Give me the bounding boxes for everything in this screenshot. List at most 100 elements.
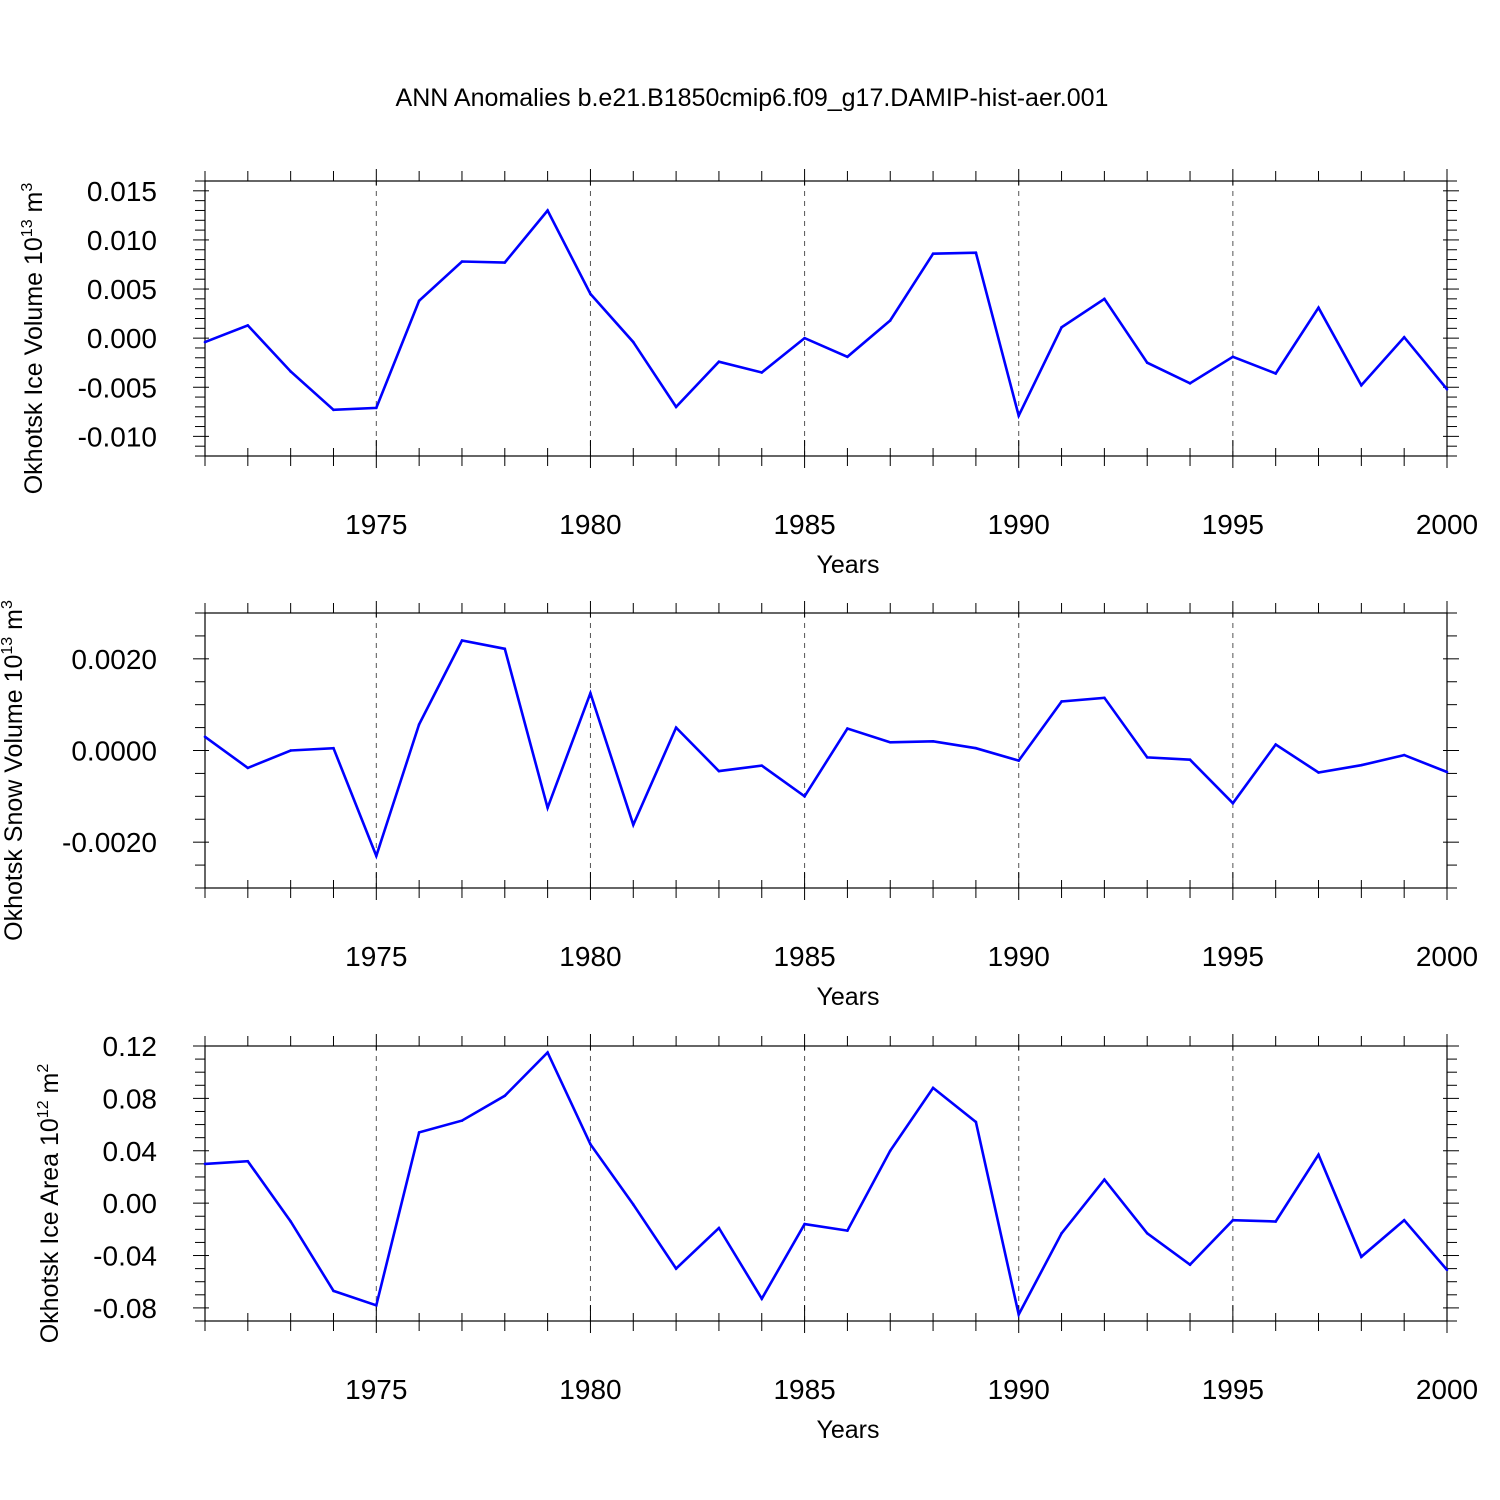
- data-point: [417, 723, 421, 726]
- data-point: [846, 727, 849, 730]
- data-point: [631, 1203, 635, 1206]
- y-tick-label: 0.010: [87, 225, 157, 256]
- plot-frame: [204, 1045, 1448, 1322]
- y-tick-label: 0.015: [87, 176, 157, 207]
- data-point: [1188, 758, 1192, 761]
- data-point: [1445, 1268, 1449, 1272]
- x-tick-label: 1995: [1202, 941, 1264, 972]
- data-point: [1060, 1231, 1063, 1235]
- x-tick-label: 1975: [345, 1374, 407, 1405]
- data-point: [332, 1289, 335, 1293]
- data-point: [589, 1142, 592, 1146]
- data-point: [888, 319, 892, 322]
- data-point: [803, 336, 806, 340]
- data-point: [203, 1162, 207, 1166]
- data-point: [1360, 763, 1363, 767]
- data-point: [717, 769, 721, 773]
- data-point: [1060, 700, 1063, 703]
- data-point: [931, 1086, 935, 1090]
- x-axis-label: Years: [816, 1416, 879, 1444]
- panel-2: -0.0020 0.0000 0.0020 1975 1980 1985 1990 1995 2…: [0, 600, 1478, 1011]
- data-point: [974, 251, 978, 254]
- data-point: [246, 324, 250, 327]
- data-point: [375, 854, 378, 858]
- x-tick-label: 1985: [773, 1374, 835, 1405]
- data-point: [888, 740, 892, 744]
- data-point: [1188, 382, 1192, 385]
- x-tick-label: 1980: [559, 509, 621, 540]
- x-tick-label: 1975: [345, 941, 407, 972]
- x-tick-label: 1975: [345, 509, 407, 540]
- data-point: [631, 823, 635, 827]
- x-axis-label: Years: [816, 983, 879, 1011]
- data-point: [289, 370, 292, 373]
- y-tick-label: 0.005: [87, 274, 157, 305]
- data-point: [589, 691, 592, 695]
- data-point: [803, 1222, 806, 1226]
- data-point: [1017, 759, 1021, 762]
- data-point: [503, 261, 507, 264]
- data-point: [417, 1131, 421, 1134]
- data-point: [931, 740, 935, 743]
- y-tick-label: 0.0000: [71, 736, 157, 767]
- y-axis-label: Okhotsk Ice Area 1012 m2: [35, 1064, 64, 1344]
- data-point: [1445, 770, 1449, 774]
- data-point: [460, 1119, 464, 1122]
- y-tick-label: 0.04: [103, 1136, 158, 1167]
- data-point: [674, 1267, 678, 1270]
- data-point: [803, 795, 806, 798]
- y-tick-label: 0.000: [87, 323, 157, 354]
- data-point: [460, 260, 464, 263]
- y-tick-label: -0.0020: [62, 827, 157, 858]
- x-axis-label: Years: [816, 551, 879, 579]
- data-point: [674, 405, 678, 409]
- data-point: [631, 340, 635, 344]
- data-point: [1402, 753, 1406, 757]
- data-point: [375, 1303, 378, 1307]
- data-point: [503, 647, 507, 651]
- data-point: [974, 1120, 978, 1124]
- data-point: [1317, 306, 1320, 309]
- y-tick-label: -0.005: [78, 372, 157, 403]
- data-point: [1145, 361, 1149, 364]
- data-point: [589, 292, 592, 296]
- data-point: [1103, 297, 1106, 301]
- data-point: [1274, 372, 1277, 375]
- data-point: [717, 1226, 721, 1230]
- panel-3: -0.08 -0.04 0.00 0.04 0.08 0.12 1975 1980 1985 19…: [35, 1031, 1478, 1444]
- data-point: [332, 746, 335, 750]
- series-line: [204, 639, 1448, 860]
- x-tick-label: 1995: [1202, 509, 1264, 540]
- data-point: [546, 1051, 549, 1054]
- x-tick-label: 1980: [559, 1374, 621, 1405]
- data-point: [760, 371, 764, 374]
- y-axis-label: Okhotsk Ice Volume 1013 m3: [19, 183, 48, 495]
- x-tick-label: 1990: [988, 941, 1050, 972]
- chart-title: ANN Anomalies b.e21.B1850cmip6.f09_g17.D…: [396, 84, 1109, 112]
- data-point: [1060, 326, 1063, 329]
- data-point: [1317, 1153, 1320, 1156]
- data-point: [1402, 1218, 1406, 1222]
- x-tick-label: 2000: [1416, 1374, 1478, 1405]
- data-point: [332, 408, 335, 412]
- data-point: [717, 360, 721, 364]
- data-point: [1231, 1218, 1235, 1222]
- y-tick-label: -0.010: [78, 421, 157, 452]
- y-axis-label: Okhotsk Snow Volume 1013 m3: [0, 600, 28, 941]
- x-tick-label: 1990: [988, 509, 1050, 540]
- data-point: [760, 1297, 764, 1301]
- panels: -0.010 -0.005 0.000 0.005 0.010 0.015 1975 1980…: [0, 169, 1478, 1444]
- y-tick-label: 0.08: [103, 1083, 158, 1114]
- data-point: [460, 639, 464, 642]
- data-point: [846, 1229, 849, 1232]
- data-point: [888, 1149, 892, 1153]
- x-tick-label: 1985: [773, 941, 835, 972]
- data-point: [417, 299, 421, 303]
- data-point: [1402, 335, 1406, 339]
- data-point: [203, 340, 207, 344]
- x-tick-label: 1985: [773, 509, 835, 540]
- series-line: [204, 208, 1449, 420]
- data-point: [1231, 355, 1235, 359]
- data-point: [1103, 696, 1106, 700]
- data-point: [1188, 1263, 1192, 1266]
